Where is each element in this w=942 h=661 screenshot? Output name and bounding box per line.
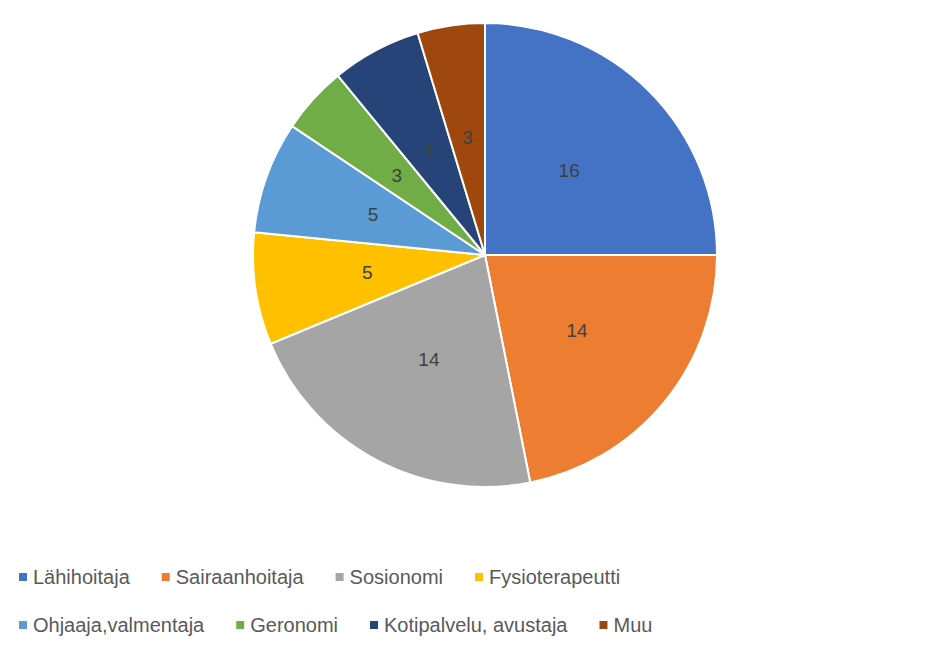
svg-text:Kotipalvelu, avustaja: Kotipalvelu, avustaja (384, 614, 568, 636)
svg-text:4: 4 (424, 140, 435, 161)
svg-text:3: 3 (392, 165, 403, 186)
svg-text:Sosionomi: Sosionomi (350, 566, 443, 588)
svg-text:14: 14 (566, 320, 588, 341)
svg-text:16: 16 (559, 160, 580, 181)
svg-text:Ohjaaja,valmentaja: Ohjaaja,valmentaja (33, 614, 205, 636)
svg-text:Muu: Muu (613, 614, 652, 636)
svg-text:Geronomi: Geronomi (250, 614, 338, 636)
svg-text:5: 5 (368, 204, 379, 225)
svg-text:Sairaanhoitaja: Sairaanhoitaja (176, 566, 305, 588)
svg-text:5: 5 (362, 262, 373, 283)
svg-text:3: 3 (462, 127, 473, 148)
svg-text:14: 14 (418, 349, 440, 370)
svg-text:Fysioterapeutti: Fysioterapeutti (489, 566, 620, 588)
svg-text:Lähihoitaja: Lähihoitaja (33, 566, 131, 588)
